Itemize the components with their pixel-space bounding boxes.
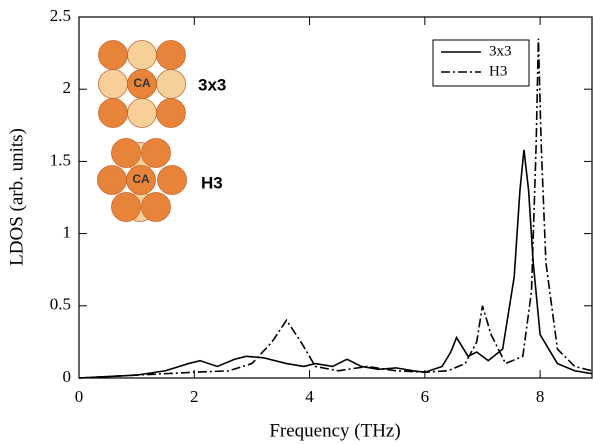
y-tick-label: 1 [63, 223, 72, 242]
atom [141, 138, 171, 168]
atom [127, 69, 157, 99]
atom [141, 192, 171, 222]
y-tick-label: 0.5 [50, 295, 71, 314]
y-tick-label: 2.5 [50, 6, 71, 25]
series-line [78, 38, 593, 379]
atom-label: CA [133, 76, 151, 90]
y-axis-label: LDOS (arb. units) [6, 128, 27, 266]
y-tick-label: 1.5 [50, 150, 71, 169]
atom [97, 165, 127, 195]
atom [98, 98, 128, 128]
y-tick-label: 2 [63, 78, 72, 97]
atom [98, 40, 128, 70]
atom [127, 98, 157, 128]
atom [111, 192, 141, 222]
atom [126, 165, 156, 195]
atom [156, 69, 186, 99]
atom [156, 98, 186, 128]
x-tick-label: 8 [536, 387, 545, 406]
atom [111, 138, 141, 168]
atom [157, 165, 187, 195]
x-tick-label: 6 [421, 387, 430, 406]
legend-label: H3 [489, 63, 507, 79]
x-tick-label: 4 [305, 387, 314, 406]
inset-label: 3x3 [198, 75, 226, 94]
atom [98, 69, 128, 99]
atom [156, 40, 186, 70]
legend-box [432, 39, 530, 87]
x-tick-label: 0 [75, 387, 84, 406]
series-line [78, 149, 593, 379]
x-tick-label: 2 [190, 387, 199, 406]
plot-frame [78, 16, 593, 379]
inset-label: H3 [201, 173, 223, 192]
atom-label: CA [132, 172, 150, 186]
legend-label: 3x3 [489, 43, 512, 59]
x-axis-label: Frequency (THz) [269, 420, 400, 441]
atom [127, 40, 157, 70]
y-tick-label: 0 [63, 367, 72, 386]
